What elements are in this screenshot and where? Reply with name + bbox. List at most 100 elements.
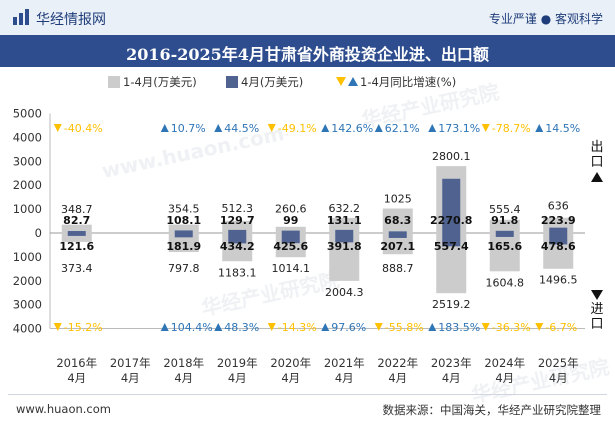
export-monthly-label: 99 <box>283 214 298 227</box>
import-cumulative-label: 1604.8 <box>486 276 525 289</box>
export-growth-label: -49.1% <box>278 122 317 135</box>
export-cumulative-bar <box>275 226 306 233</box>
import-monthly-bar <box>335 233 354 243</box>
export-monthly-label: 129.7 <box>220 214 255 227</box>
triangle-down-icon <box>267 323 276 331</box>
import-cumulative-bar <box>382 233 413 255</box>
legend-monthly-label: 4月(万美元) <box>241 75 304 89</box>
legend-monthly-swatch <box>226 76 238 88</box>
export-monthly-label: 131.1 <box>327 214 362 227</box>
export-growth-label: 44.5% <box>224 122 259 135</box>
x-tick-label: 4月 <box>335 371 354 385</box>
import-cumulative-label: 373.4 <box>61 262 93 275</box>
triangle-up-icon <box>321 124 330 132</box>
triangle-down-icon <box>481 124 490 132</box>
export-monthly-bar <box>549 227 568 233</box>
triangle-up-icon <box>321 323 330 331</box>
export-cumulative-bar <box>489 219 520 233</box>
triangle-down-icon <box>591 290 603 300</box>
triangle-down-icon <box>535 323 544 331</box>
y-tick-label: 4000 <box>13 130 42 144</box>
import-cumulative-label: 2519.2 <box>432 298 471 311</box>
x-tick-label: 2017年 <box>110 356 151 370</box>
y-tick-label: 1000 <box>13 202 42 216</box>
x-tick-label: 2020年 <box>270 356 311 370</box>
triangle-up-icon <box>214 323 223 331</box>
export-cumulative-label: 354.5 <box>168 202 200 215</box>
export-monthly-bar <box>67 231 86 233</box>
import-monthly-bar <box>174 233 193 238</box>
export-cumulative-bar <box>168 224 199 233</box>
import-growth-label: -14.3% <box>278 321 317 334</box>
slogan: 专业严谨 ● 客观科学 <box>488 12 603 26</box>
x-tick-label: 4月 <box>442 371 461 385</box>
import-cumulative-bar <box>61 233 92 242</box>
export-growth-label: 62.1% <box>385 122 420 135</box>
import-growth-label: -36.3% <box>492 321 531 334</box>
y-tick-label: 2000 <box>13 274 42 288</box>
import-growth-label: -15.2% <box>64 321 103 334</box>
export-growth-label: -40.4% <box>64 122 103 135</box>
triangle-down-icon <box>267 124 276 132</box>
export-monthly-label: 223.9 <box>541 214 576 227</box>
x-tick-label: 2016年 <box>56 356 97 370</box>
export-monthly-bar <box>495 230 514 233</box>
export-monthly-bar <box>228 229 247 233</box>
import-cumulative-bar <box>168 233 199 253</box>
legend-growth-label: 1-4月同比增速(%) <box>360 75 457 89</box>
triangle-down-icon <box>374 323 383 331</box>
import-growth-label: -55.8% <box>385 321 424 334</box>
import-monthly-bar <box>67 233 86 236</box>
triangle-up-icon <box>348 77 358 86</box>
x-tick-label: 4月 <box>388 371 407 385</box>
site-name: 华经情报网 <box>36 12 106 28</box>
export-growth-label: 142.6% <box>331 122 373 135</box>
x-tick-label: 4月 <box>495 371 514 385</box>
triangle-down-icon <box>481 323 490 331</box>
export-cumulative-bar <box>382 208 413 233</box>
export-cumulative-label: 632.2 <box>329 202 361 215</box>
import-cumulative-label: 1014.1 <box>272 262 311 275</box>
import-monthly-label: 434.2 <box>220 240 255 253</box>
import-monthly-label: 557.4 <box>434 240 469 253</box>
y-tick-label: 5000 <box>13 107 42 121</box>
import-cumulative-label: 888.7 <box>382 262 414 275</box>
import-monthly-label: 181.9 <box>166 240 201 253</box>
triangle-down-icon <box>53 124 62 132</box>
x-tick-label: 4月 <box>121 371 140 385</box>
x-tick-label: 2024年 <box>484 356 525 370</box>
import-cumulative-label: 797.8 <box>168 262 200 275</box>
x-tick-label: 2019年 <box>217 356 258 370</box>
export-cumulative-label: 2800.1 <box>432 150 471 163</box>
export-cumulative-label: 555.4 <box>489 203 521 216</box>
triangle-up-icon <box>591 172 603 182</box>
x-tick-label: 2025年 <box>538 356 579 370</box>
import-side-label: 进口 <box>590 290 604 332</box>
export-cumulative-label: 636 <box>548 200 569 213</box>
import-monthly-bar <box>495 233 514 237</box>
export-monthly-label: 2270.8 <box>430 214 472 227</box>
triangle-up-icon <box>214 124 223 132</box>
x-tick-label: 2022年 <box>377 356 418 370</box>
y-tick-label: 1000 <box>13 250 42 264</box>
x-tick-label: 4月 <box>174 371 193 385</box>
import-cumulative-label: 1496.5 <box>539 274 578 287</box>
import-monthly-label: 121.6 <box>59 240 94 253</box>
logo-icon <box>13 9 29 25</box>
title-bar <box>0 35 615 67</box>
export-cumulative-label: 512.3 <box>222 202 254 215</box>
export-cumulative-label: 260.6 <box>275 203 307 216</box>
export-monthly-bar <box>335 229 354 233</box>
chart-title: 2016-2025年4月甘肃省外商投资企业进、出口额 <box>126 45 489 64</box>
x-tick-label: 4月 <box>549 371 568 385</box>
legend-cumulative-swatch <box>108 76 120 88</box>
legend-cumulative-label: 1-4月(万美元) <box>123 75 197 89</box>
import-cumulative-bar <box>489 233 520 272</box>
y-tick-label: 0 <box>35 226 42 240</box>
legend-growth: 1-4月同比增速(%) <box>336 74 456 90</box>
import-growth-label: 48.3% <box>224 321 259 334</box>
footer-source: 数据来源：中国海关，华经产业研究院整理 <box>382 403 602 417</box>
triangle-up-icon <box>428 124 437 132</box>
export-monthly-label: 91.8 <box>491 214 518 227</box>
footer-divider <box>8 394 607 395</box>
